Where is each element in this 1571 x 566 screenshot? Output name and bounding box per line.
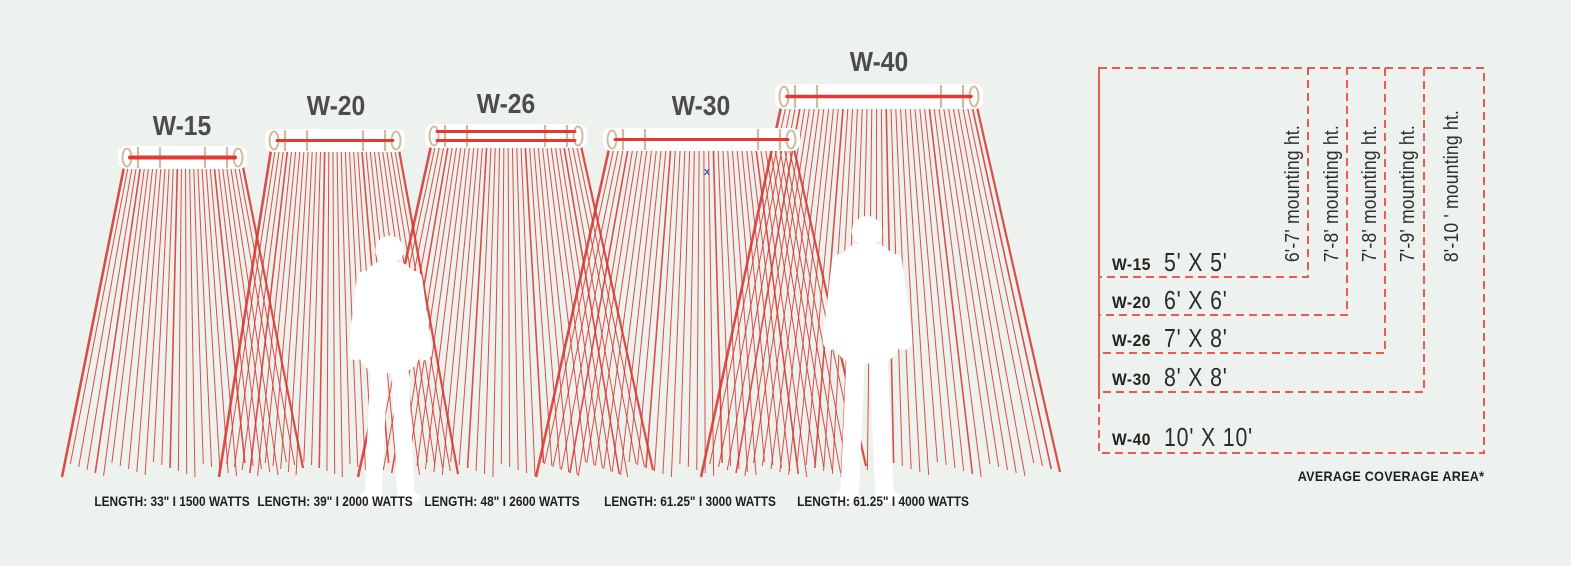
heater-bar-w-15 <box>118 146 247 169</box>
legend-coverage-w-40: 10' X 10' <box>1164 422 1254 452</box>
heat-rays-w-15 <box>60 166 305 478</box>
legend-coverage-w-26: 7' X 8' <box>1164 323 1228 353</box>
heater-bar-w-26 <box>425 124 587 148</box>
person-silhouette-large <box>822 216 913 503</box>
legend-coverage-w-30: 8' X 8' <box>1164 362 1228 392</box>
heater-spec-w-20: LENGTH: 39" I 2000 WATTS <box>257 494 413 509</box>
heater-bar-w-20 <box>265 129 405 152</box>
heater-spec-w-40: LENGTH: 61.25" I 4000 WATTS <box>797 494 969 509</box>
coverage-box-w-40 <box>1098 67 1485 454</box>
legend-model-w-20: W-20 <box>1112 293 1151 312</box>
legend-model-w-26: W-26 <box>1112 331 1151 350</box>
heater-spec-w-15: LENGTH: 33" I 1500 WATTS <box>94 494 250 509</box>
heater-spec-w-26: LENGTH: 48" I 2600 WATTS <box>424 494 580 509</box>
heater-title-w-26: W-26 <box>476 88 536 119</box>
legend-model-w-40: W-40 <box>1112 430 1151 449</box>
heat-rays-w-26 <box>356 145 655 478</box>
heater-bar-w-40 <box>775 84 983 109</box>
legend-model-w-15: W-15 <box>1112 255 1151 274</box>
heater-title-w-20: W-20 <box>306 90 366 121</box>
legend-model-w-30: W-30 <box>1112 370 1151 389</box>
mounting-height-label-w-20: 7'-8' mounting ht. <box>1321 125 1343 263</box>
legend-coverage-w-15: 5' X 5' <box>1164 247 1228 277</box>
heater-title-w-40: W-40 <box>849 46 909 77</box>
legend-coverage-w-20: 6' X 6' <box>1164 285 1228 315</box>
heater-bar-w-30 <box>603 128 800 151</box>
mounting-height-label-w-40: 8'-10 ' mounting ht. <box>1441 110 1463 263</box>
heater-spec-w-30: LENGTH: 61.25" I 3000 WATTS <box>604 494 776 509</box>
coverage-box-w-15 <box>1098 67 1309 278</box>
heater-title-w-30: W-30 <box>671 90 731 121</box>
coverage-footnote: AVERAGE COVERAGE AREA* <box>1297 468 1484 484</box>
mounting-height-label-w-26: 7'-8' mounting ht. <box>1359 125 1381 263</box>
mounting-height-label-w-15: 6'-7' mounting ht. <box>1282 125 1304 263</box>
stray-cursor-mark: x <box>704 166 711 178</box>
person-silhouette-small <box>348 235 432 503</box>
mounting-height-label-w-30: 7'-9' mounting ht. <box>1397 125 1419 263</box>
heater-title-w-15: W-15 <box>152 110 212 141</box>
